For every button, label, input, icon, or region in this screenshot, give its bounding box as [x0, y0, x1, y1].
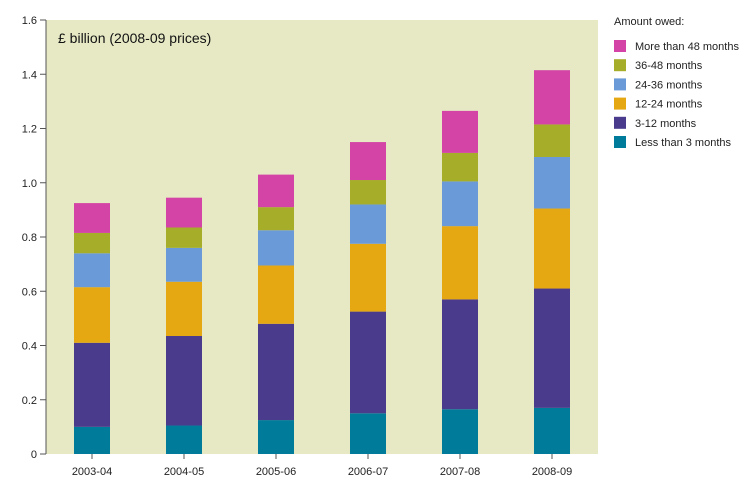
y-axis: 0 0.2 0.4 0.6 0.8 1.0 1.2 1.4 1.6: [22, 15, 47, 461]
bar-segment-36-48-months-2004-05: [166, 227, 202, 248]
bar-segment-more-than-48-months-2006-07: [350, 142, 386, 181]
bar-segment-36-48-months-2003-04: [74, 232, 110, 254]
bar-segment-more-than-48-months-2005-06: [258, 174, 294, 208]
bar-segment-less-than-3-months-2005-06: [258, 420, 294, 454]
x-tick-label: 2006-07: [348, 466, 388, 478]
legend: Amount owed: More than 48 months 36-48 mo…: [614, 16, 739, 149]
bar-segment-36-48-months-2005-06: [258, 207, 294, 231]
bar-segment-12-24-months-2007-08: [442, 226, 478, 300]
x-tick-label: 2008-09: [532, 466, 572, 478]
x-tick-label: 2005-06: [256, 466, 296, 478]
bar-segment-12-24-months-2004-05: [166, 281, 202, 337]
bar-segment-less-than-3-months-2006-07: [350, 413, 386, 454]
bar-segment-36-48-months-2006-07: [350, 180, 386, 205]
unit-label: £ billion (2008-09 prices): [58, 30, 211, 46]
plot-area: [46, 20, 598, 454]
y-tick-label: 0.8: [22, 232, 37, 244]
legend-label: More than 48 months: [635, 41, 739, 53]
bar-segment-24-36-months-2007-08: [442, 181, 478, 227]
bar-segment-more-than-48-months-2007-08: [442, 110, 478, 153]
x-axis: 2003-04 2004-05 2005-06 2006-07 2007-08 2008-…: [72, 454, 572, 478]
y-tick-label: 0: [31, 449, 37, 461]
bar-segment-less-than-3-months-2004-05: [166, 425, 202, 454]
bar-segment-36-48-months-2007-08: [442, 152, 478, 182]
y-tick-label: 1.2: [22, 124, 37, 136]
y-tick-label: 1.4: [22, 69, 37, 81]
legend-swatch: [614, 40, 626, 52]
legend-label: 36-48 months: [635, 60, 703, 72]
y-tick-label: 1.6: [22, 15, 37, 27]
bar-segment-3-12-months-2003-04: [74, 342, 110, 427]
bar-segment-more-than-48-months-2003-04: [74, 203, 110, 233]
legend-swatch: [614, 116, 626, 129]
bar-segment-12-24-months-2003-04: [74, 287, 110, 343]
legend-title: Amount owed:: [614, 16, 684, 28]
bar-segment-24-36-months-2008-09: [534, 156, 570, 209]
legend-swatch: [614, 136, 626, 148]
x-tick-label: 2003-04: [72, 466, 112, 478]
x-tick-label: 2004-05: [164, 466, 204, 478]
legend-swatch: [614, 78, 626, 91]
y-tick-label: 1.0: [22, 178, 37, 190]
bar-segment-3-12-months-2008-09: [534, 288, 570, 408]
y-tick-label: 0.6: [22, 286, 37, 298]
bar-segment-24-36-months-2006-07: [350, 204, 386, 244]
bar-segment-3-12-months-2004-05: [166, 336, 202, 426]
bar-segment-24-36-months-2005-06: [258, 230, 294, 266]
bar-segment-more-than-48-months-2008-09: [534, 70, 570, 125]
bar-segment-less-than-3-months-2008-09: [534, 407, 570, 454]
legend-label: 24-36 months: [635, 79, 703, 91]
bar-segment-less-than-3-months-2007-08: [442, 409, 478, 454]
bar-segment-more-than-48-months-2004-05: [166, 197, 202, 228]
x-tick-label: 2007-08: [440, 466, 480, 478]
bar-segment-36-48-months-2008-09: [534, 124, 570, 157]
bar-segment-24-36-months-2004-05: [166, 247, 202, 282]
bar-segment-12-24-months-2008-09: [534, 208, 570, 289]
bar-segment-3-12-months-2005-06: [258, 323, 294, 421]
bar-segment-3-12-months-2007-08: [442, 299, 478, 410]
bar-segment-24-36-months-2003-04: [74, 253, 110, 288]
y-tick-label: 0.4: [22, 341, 37, 353]
legend-swatch: [614, 97, 626, 110]
legend-label: Less than 3 months: [635, 137, 732, 149]
legend-label: 3-12 months: [635, 118, 697, 130]
legend-swatch: [614, 59, 626, 72]
bars-group: [74, 70, 570, 454]
legend-label: 12-24 months: [635, 99, 703, 111]
bar-segment-12-24-months-2006-07: [350, 243, 386, 312]
y-tick-label: 0.2: [22, 395, 37, 407]
bar-segment-3-12-months-2006-07: [350, 311, 386, 414]
bar-segment-12-24-months-2005-06: [258, 265, 294, 324]
bar-segment-less-than-3-months-2003-04: [74, 426, 110, 454]
